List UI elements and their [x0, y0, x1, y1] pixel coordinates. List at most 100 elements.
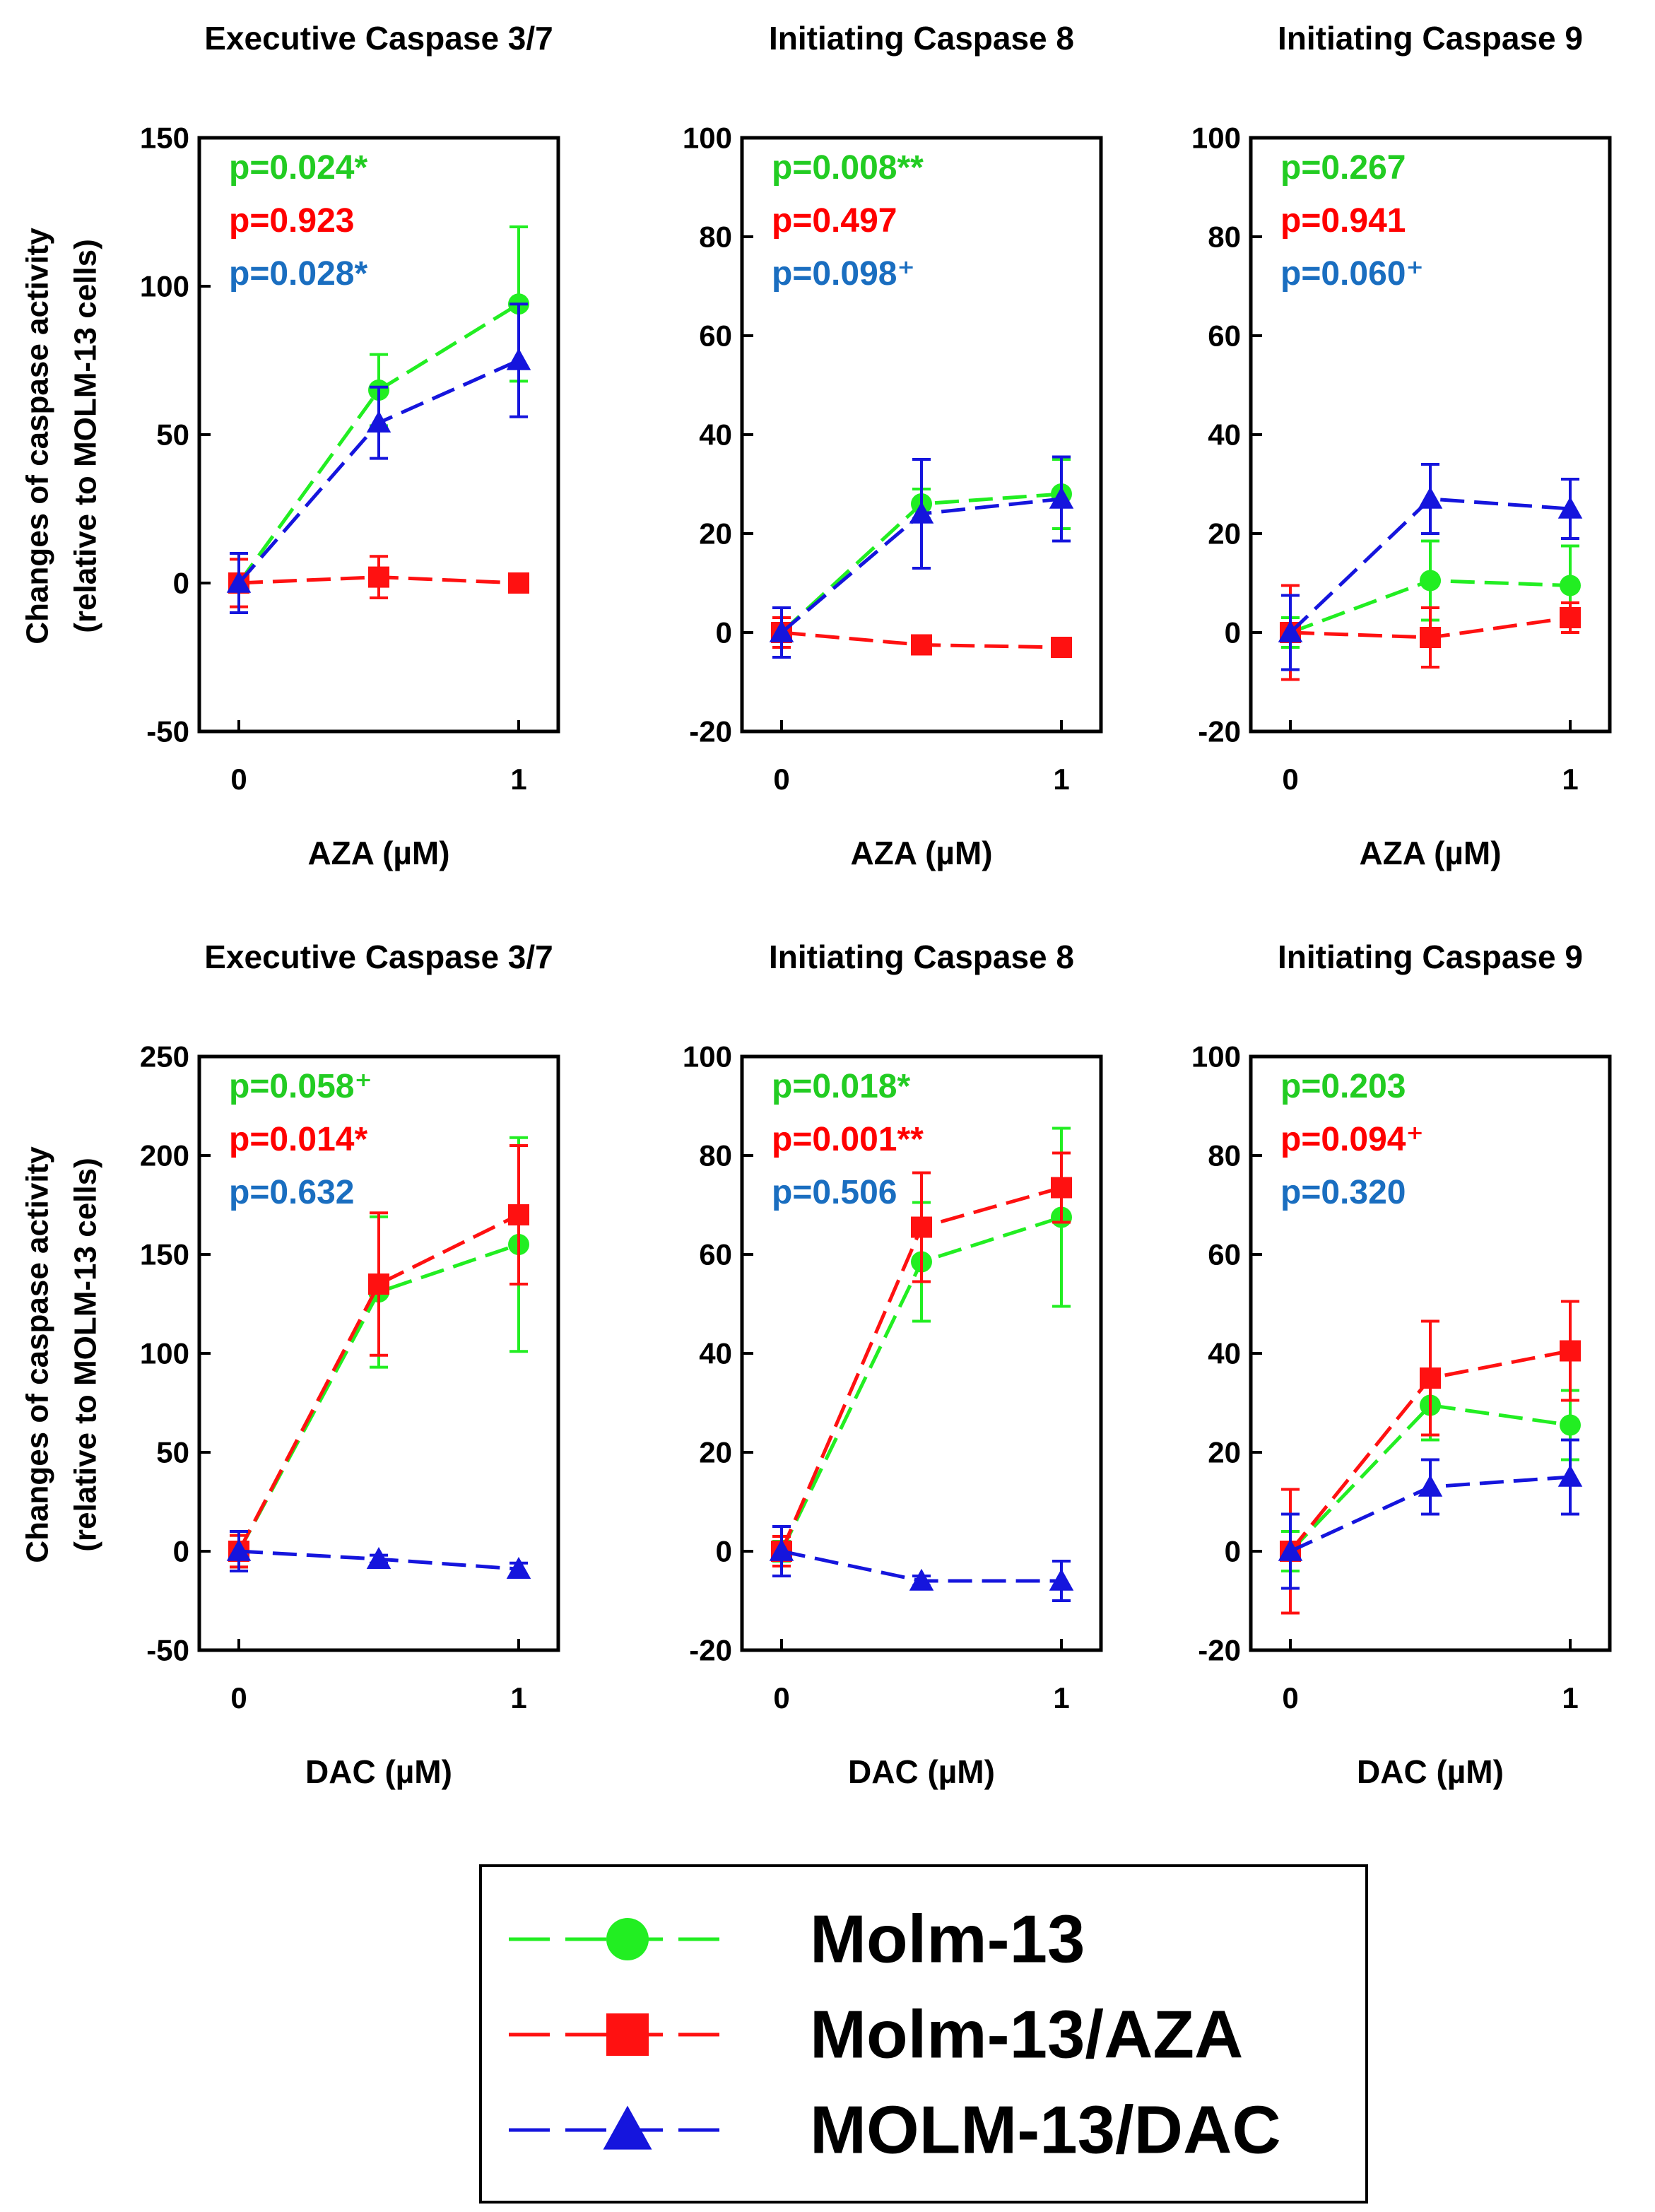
- y-tick-label: 40: [699, 1337, 732, 1370]
- y-tick-label: 100: [140, 1337, 189, 1370]
- data-point: [506, 1556, 531, 1579]
- y-axis-label-top-line2: (relative to MOLM-13 cells): [69, 239, 103, 633]
- y-tick-label: 0: [173, 567, 189, 600]
- x-tick-label: 1: [1562, 763, 1578, 796]
- x-tick-label: 1: [1053, 763, 1069, 796]
- data-point: [769, 1539, 794, 1561]
- y-axis-label-bottom-line2: (relative to MOLM-13 cells): [69, 1158, 103, 1551]
- data-point: [368, 566, 389, 588]
- legend-item-molm13_dac: MOLM-13/DAC: [509, 2093, 1281, 2168]
- y-tick-label: 100: [683, 122, 732, 155]
- data-point: [769, 620, 794, 642]
- y-tick-label: -20: [689, 1634, 732, 1667]
- y-tick-label: 50: [156, 1436, 189, 1469]
- p-value-label: p=0.203: [1280, 1068, 1406, 1105]
- p-value-label: p=0.060⁺: [1280, 255, 1424, 293]
- panel-title: Initiating Caspase 8: [769, 20, 1074, 57]
- x-axis-label: AZA (µM): [307, 835, 449, 871]
- series-molm13_dac: [226, 1530, 531, 1579]
- data-point: [1278, 620, 1303, 642]
- p-value-label: p=0.941: [1280, 202, 1406, 240]
- panel-5: Initiating Caspase 8 -20 0 20 40 60 80 100 0 1 DAC…: [683, 939, 1103, 1790]
- p-value-label: p=0.001**: [772, 1121, 924, 1158]
- p-value-label: p=0.497: [772, 202, 897, 240]
- x-tick-label: 0: [1282, 763, 1298, 796]
- p-value-label: p=0.028*: [229, 255, 367, 293]
- series-molm13_dac: [226, 302, 531, 614]
- legend-item-molm13_aza: Molm-13/AZA: [509, 1997, 1243, 2073]
- y-tick-label: 100: [1191, 1040, 1241, 1073]
- y-tick-label: 20: [1208, 517, 1241, 551]
- panel-title: Initiating Caspase 9: [1278, 939, 1583, 975]
- y-tick-label: 150: [140, 1238, 189, 1271]
- p-value-label: p=0.094⁺: [1280, 1121, 1424, 1158]
- panel-3: Initiating Caspase 9 -20 0 20 40 60 80 100 0 1 AZA…: [1191, 20, 1612, 871]
- data-point: [1051, 1177, 1072, 1199]
- panel-title: Executive Caspase 3/7: [204, 939, 553, 975]
- p-value-label: p=0.014*: [229, 1121, 367, 1158]
- x-tick-label: 1: [510, 763, 526, 796]
- panel-1: Executive Caspase 3/7 -50 0 50 100 150 0 1 AZA (…: [140, 20, 560, 871]
- data-point: [508, 572, 529, 594]
- x-axis-label: DAC (µM): [305, 1753, 452, 1790]
- data-point: [226, 570, 252, 593]
- y-tick-label: 50: [156, 418, 189, 452]
- data-point: [1278, 1539, 1303, 1561]
- p-value-label: p=0.320: [1280, 1174, 1406, 1211]
- panel-2: Initiating Caspase 8 -20 0 20 40 60 80 100 0 1 AZA…: [683, 20, 1103, 871]
- data-point: [1560, 575, 1581, 596]
- series-molm13_aza: [771, 616, 1072, 658]
- y-tick-label: 20: [699, 517, 732, 551]
- data-point: [1420, 570, 1441, 592]
- x-tick-label: 0: [773, 763, 789, 796]
- data-point: [366, 410, 391, 433]
- data-point: [1049, 1568, 1074, 1591]
- series-molm13_dac: [1278, 1438, 1583, 1590]
- p-value-label: p=0.024*: [229, 149, 367, 187]
- data-point: [909, 501, 934, 524]
- series-molm13_dac: [1278, 463, 1583, 671]
- y-tick-label: 100: [683, 1040, 732, 1073]
- y-tick-label: 80: [699, 220, 732, 254]
- data-point: [1418, 1474, 1443, 1497]
- y-tick-label: 0: [716, 1535, 732, 1568]
- data-point: [368, 1273, 389, 1295]
- series-molm13_aza: [1280, 584, 1581, 681]
- y-tick-label: 100: [1191, 122, 1241, 155]
- y-tick-label: 60: [1208, 1238, 1241, 1271]
- y-tick-label: -20: [689, 715, 732, 748]
- x-tick-label: 0: [773, 1681, 789, 1714]
- x-tick-label: 0: [1282, 1681, 1298, 1714]
- series-molm13_dac: [769, 455, 1074, 659]
- p-value-label: p=0.098⁺: [772, 255, 915, 293]
- y-axis-label-top-line1: Changes of caspase activity: [20, 228, 55, 645]
- p-value-label: p=0.018*: [772, 1068, 910, 1105]
- p-value-label: p=0.923: [229, 202, 354, 240]
- y-tick-label: 60: [1208, 319, 1241, 353]
- x-tick-label: 1: [510, 1681, 526, 1714]
- data-point: [1560, 607, 1581, 628]
- data-point: [909, 1568, 934, 1591]
- p-value-label: p=0.506: [772, 1174, 897, 1211]
- y-tick-label: 40: [1208, 418, 1241, 452]
- legend: Molm-13 Molm-13/AZA MOLM-13/DAC: [479, 1864, 1368, 2204]
- y-tick-label: 0: [173, 1535, 189, 1568]
- panel-6: Initiating Caspase 9 -20 0 20 40 60 80 100 0 1 DAC…: [1191, 939, 1612, 1790]
- y-tick-label: 80: [699, 1139, 732, 1172]
- series-molm13_aza: [228, 555, 529, 608]
- y-tick-label: 200: [140, 1139, 189, 1172]
- y-tick-label: 60: [699, 319, 732, 353]
- series-molm13_aza: [771, 1151, 1072, 1567]
- x-tick-label: 0: [230, 1681, 247, 1714]
- data-point: [508, 1204, 529, 1225]
- data-point: [506, 348, 531, 370]
- y-tick-label: 20: [699, 1436, 732, 1469]
- y-tick-label: -20: [1198, 1634, 1241, 1667]
- x-tick-label: 1: [1053, 1681, 1069, 1714]
- y-tick-label: 0: [1225, 616, 1241, 649]
- data-point: [1560, 1340, 1581, 1362]
- panel-4: Executive Caspase 3/7 -50 0 50 100 150 200 250 0…: [140, 939, 560, 1790]
- y-tick-label: 60: [699, 1238, 732, 1271]
